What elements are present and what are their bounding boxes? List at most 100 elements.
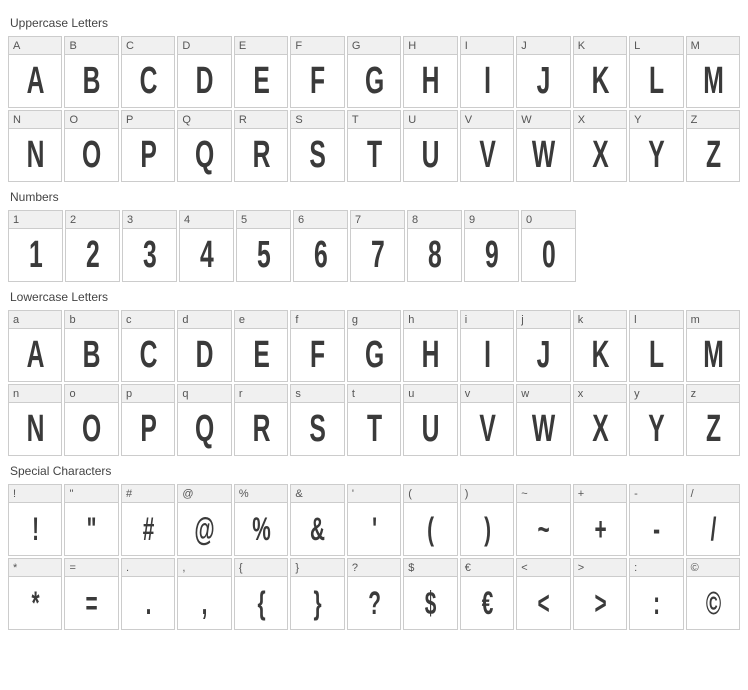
glyph-cell[interactable]: sS [290,384,344,456]
glyph-cell[interactable]: 55 [236,210,291,282]
glyph-cell[interactable]: ## [121,484,175,556]
glyph-cell[interactable]: RR [234,110,288,182]
glyph-cell[interactable]: 99 [464,210,519,282]
glyph-cell[interactable]: wW [516,384,570,456]
glyph-label: v [461,385,513,403]
glyph-cell[interactable]: KK [573,36,627,108]
glyph-cell[interactable]: mM [686,310,740,382]
glyph-cell[interactable]: hH [403,310,457,382]
glyph-cell[interactable]: pP [121,384,175,456]
glyph-cell[interactable]: UU [403,110,457,182]
glyph-cell[interactable]: 22 [65,210,120,282]
glyph-cell[interactable]: '' [347,484,401,556]
glyph-cell[interactable]: (( [403,484,457,556]
glyph-cell[interactable]: yY [629,384,683,456]
glyph-display: * [18,577,52,629]
glyph-display: X [583,403,617,455]
glyph-cell[interactable]: nN [8,384,62,456]
glyph-cell[interactable]: CC [121,36,175,108]
glyph-cell[interactable]: FF [290,36,344,108]
glyph-cell[interactable]: dD [177,310,231,382]
glyph-cell[interactable]: €€ [460,558,514,630]
glyph-cell[interactable]: ?? [347,558,401,630]
glyph-cell[interactable]: 77 [350,210,405,282]
glyph-cell[interactable]: qQ [177,384,231,456]
glyph-cell[interactable]: cC [121,310,175,382]
glyph-cell[interactable]: VV [460,110,514,182]
glyph-label: G [348,37,400,55]
glyph-cell[interactable]: oO [64,384,118,456]
glyph-cell[interactable]: %% [234,484,288,556]
glyph-label: € [461,559,513,577]
glyph-cell[interactable]: JJ [516,36,570,108]
glyph-cell[interactable]: xX [573,384,627,456]
glyph-cell[interactable]: uU [403,384,457,456]
glyph-display: M [696,55,730,107]
glyph-cell[interactable]: 88 [407,210,462,282]
glyph-cell[interactable]: II [460,36,514,108]
glyph-cell[interactable]: tT [347,384,401,456]
glyph-cell[interactable]: :: [629,558,683,630]
glyph-cell[interactable]: SS [290,110,344,182]
glyph-cell[interactable]: MM [686,36,740,108]
glyph-cell[interactable]: ++ [573,484,627,556]
glyph-display: T [357,129,391,181]
glyph-cell[interactable]: .. [121,558,175,630]
glyph-cell[interactable]: ~~ [516,484,570,556]
glyph-cell[interactable]: aA [8,310,62,382]
glyph-cell[interactable]: kK [573,310,627,382]
glyph-cell[interactable]: EE [234,36,288,108]
glyph-cell[interactable]: HH [403,36,457,108]
glyph-cell[interactable]: -- [629,484,683,556]
glyph-cell[interactable]: BB [64,36,118,108]
glyph-cell[interactable]: iI [460,310,514,382]
glyph-cell[interactable]: AA [8,36,62,108]
glyph-cell[interactable]: >> [573,558,627,630]
glyph-cell[interactable]: WW [516,110,570,182]
glyph-label: 5 [237,211,290,229]
glyph-cell[interactable]: jJ [516,310,570,382]
glyph-cell[interactable]: PP [121,110,175,182]
glyph-cell[interactable]: }} [290,558,344,630]
glyph-cell[interactable]: YY [629,110,683,182]
glyph-cell[interactable]: rR [234,384,288,456]
glyph-cell[interactable]: )) [460,484,514,556]
glyph-cell[interactable]: 11 [8,210,63,282]
glyph-cell[interactable]: DD [177,36,231,108]
glyph-cell[interactable]: bB [64,310,118,382]
glyph-cell[interactable]: 44 [179,210,234,282]
glyph-display: > [583,577,617,629]
glyph-cell[interactable]: << [516,558,570,630]
glyph-cell[interactable]: TT [347,110,401,182]
glyph-cell[interactable]: 66 [293,210,348,282]
glyph-display: M [696,329,730,381]
glyph-label: f [291,311,343,329]
glyph-cell[interactable]: !! [8,484,62,556]
glyph-cell[interactable]: NN [8,110,62,182]
glyph-cell[interactable]: gG [347,310,401,382]
glyph-cell[interactable]: GG [347,36,401,108]
glyph-cell[interactable]: // [686,484,740,556]
glyph-cell[interactable]: LL [629,36,683,108]
glyph-cell[interactable]: eE [234,310,288,382]
glyph-cell[interactable]: 00 [521,210,576,282]
glyph-cell[interactable]: $$ [403,558,457,630]
glyph-cell[interactable]: fF [290,310,344,382]
glyph-cell[interactable]: {{ [234,558,288,630]
glyph-cell[interactable]: == [64,558,118,630]
glyph-cell[interactable]: ** [8,558,62,630]
glyph-cell[interactable]: lL [629,310,683,382]
glyph-cell[interactable]: QQ [177,110,231,182]
glyph-cell[interactable]: 33 [122,210,177,282]
glyph-cell[interactable]: && [290,484,344,556]
glyph-cell[interactable]: vV [460,384,514,456]
glyph-label: U [404,111,456,129]
glyph-cell[interactable]: XX [573,110,627,182]
glyph-cell[interactable]: "" [64,484,118,556]
glyph-cell[interactable]: OO [64,110,118,182]
glyph-cell[interactable]: ©© [686,558,740,630]
glyph-cell[interactable]: zZ [686,384,740,456]
glyph-cell[interactable]: ,, [177,558,231,630]
glyph-cell[interactable]: ZZ [686,110,740,182]
glyph-cell[interactable]: @@ [177,484,231,556]
